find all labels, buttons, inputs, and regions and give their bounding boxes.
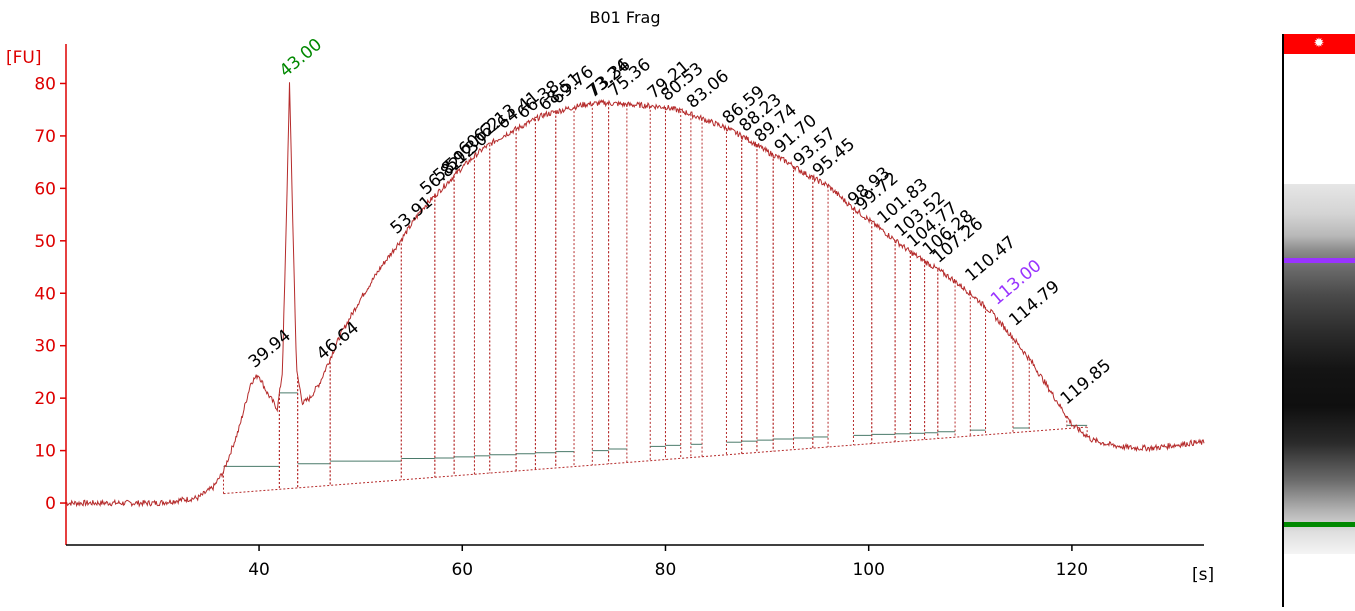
electropherogram-chart: 0 10 20 30 40 50 60 70 80 40 60 80 100 120 [FU] [s] 39.9… <box>6 35 1214 585</box>
gear-icon[interactable]: ✹ <box>1313 36 1325 51</box>
peak-label-0: 39.94 <box>245 326 295 373</box>
electropherogram-trace <box>65 82 1205 508</box>
y-tick-label-30: 30 <box>34 337 56 357</box>
x-tick-label-60: 60 <box>451 560 473 580</box>
y-unit-label: [FU] <box>6 48 42 68</box>
gel-lane-panel: ✹ <box>1282 34 1355 607</box>
lower-marker-band <box>1284 522 1355 527</box>
y-tick-label-40: 40 <box>34 284 56 304</box>
x-tick-label-100: 100 <box>852 560 884 580</box>
y-tick-label-20: 20 <box>34 389 56 409</box>
y-tick-label-80: 80 <box>34 74 56 94</box>
y-tick-label-60: 60 <box>34 179 56 199</box>
y-tick-label-0: 0 <box>45 494 56 514</box>
chart-title: B01 Frag <box>589 8 661 27</box>
upper-marker-band <box>1284 258 1355 263</box>
x-unit-label: [s] <box>1192 565 1214 585</box>
x-tick-label-40: 40 <box>248 560 270 580</box>
gel-header-bar[interactable]: ✹ <box>1284 34 1355 54</box>
y-tick-label-50: 50 <box>34 232 56 252</box>
x-tick-label-80: 80 <box>655 560 677 580</box>
integration-baseline <box>223 426 1088 495</box>
electropherogram-panel: B01 Frag 0 10 20 30 40 50 60 70 80 40 60 80 100 120 [F… <box>6 8 1214 585</box>
y-tick-label-70: 70 <box>34 127 56 147</box>
y-tick-label-10: 10 <box>34 442 56 462</box>
x-tick-label-120: 120 <box>1056 560 1088 580</box>
gel-lane-image <box>1284 184 1355 554</box>
peak-label-35: 119.85 <box>1057 356 1115 410</box>
peak-label-1: 43.00 <box>276 35 326 82</box>
peak-label-2: 46.64 <box>313 318 363 365</box>
